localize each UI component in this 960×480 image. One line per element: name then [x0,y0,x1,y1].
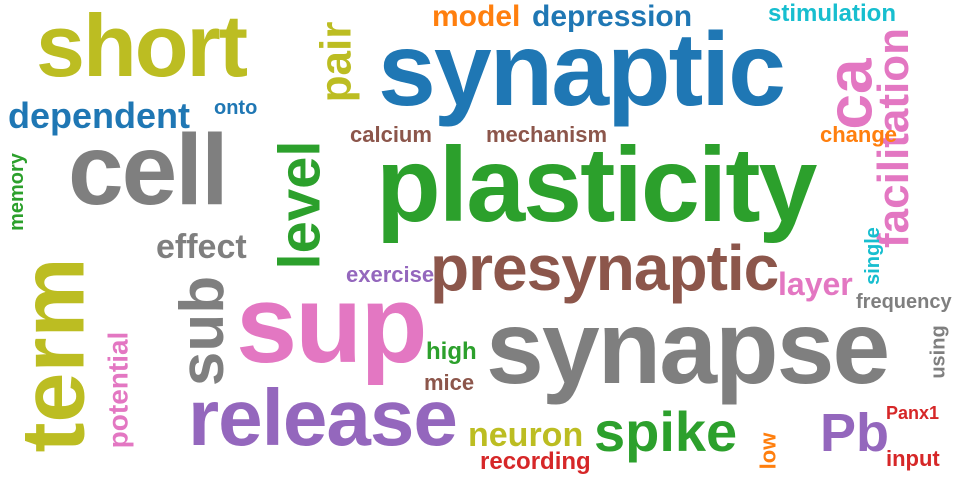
word-plasticity: plasticity [376,126,818,244]
word-effect: effect [156,228,247,266]
word-release: release [188,373,458,462]
word-level: level [267,140,333,270]
word-stimulation: stimulation [768,0,897,27]
word-sub: sub [168,275,238,387]
word-term: term [3,257,104,453]
word-ca: ca [813,58,886,130]
word-layer: layer [778,266,853,302]
word-high: high [426,338,477,365]
word-depression: depression [532,0,693,33]
word-recording: recording [480,448,591,475]
word-memory: memory [5,153,28,231]
word-potential: potential [102,331,134,449]
word-synapse: synapse [486,290,890,406]
word-presynaptic: presynaptic [430,232,779,304]
word-low: low [755,432,781,470]
word-exercise: exercise [346,262,435,287]
word-dependent: dependent [8,95,191,136]
word-pb: Pb [820,403,890,463]
word-spike: spike [594,400,738,463]
word-short: short [36,0,248,95]
word-pair: pair [311,21,361,103]
word-frequency: frequency [856,291,952,313]
word-using: using [927,325,950,379]
word-neuron: neuron [468,416,584,454]
word-single: single [861,227,884,285]
word-mice: mice [424,370,475,395]
word-change: change [820,122,898,147]
word-mechanism: mechanism [486,122,608,147]
word-onto: onto [214,97,258,119]
word-synaptic: synaptic [378,12,786,128]
word-panx1: Panx1 [886,403,940,423]
word-cell: cell [68,114,229,226]
word-input: input [886,446,940,471]
word-sup: sup [236,263,428,386]
word-model: model [432,0,521,33]
word-calcium: calcium [350,122,432,147]
